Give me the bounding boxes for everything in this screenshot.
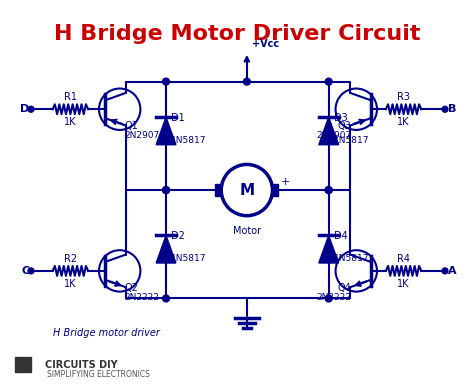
- Text: M: M: [239, 182, 255, 198]
- Text: R1: R1: [64, 92, 77, 102]
- Text: 2N2907: 2N2907: [316, 131, 351, 140]
- Circle shape: [163, 295, 170, 302]
- Circle shape: [325, 187, 332, 193]
- Text: 1N5817: 1N5817: [171, 254, 207, 263]
- Polygon shape: [319, 235, 338, 263]
- Text: 1N5817: 1N5817: [334, 254, 369, 263]
- Circle shape: [163, 187, 170, 193]
- Polygon shape: [319, 117, 338, 145]
- Text: D4: D4: [334, 231, 347, 241]
- Text: 1N5817: 1N5817: [334, 136, 369, 145]
- Text: 2N2222: 2N2222: [317, 293, 351, 301]
- Text: 1K: 1K: [397, 279, 410, 289]
- Text: Q4: Q4: [337, 283, 351, 293]
- Text: Q1: Q1: [125, 121, 138, 131]
- Polygon shape: [15, 357, 31, 372]
- Circle shape: [325, 78, 332, 85]
- Text: +Vcc: +Vcc: [252, 39, 279, 49]
- Circle shape: [325, 187, 332, 193]
- Text: 2N2907: 2N2907: [125, 131, 160, 140]
- Polygon shape: [156, 235, 176, 263]
- Circle shape: [163, 187, 170, 193]
- Text: D: D: [20, 104, 30, 114]
- Circle shape: [28, 106, 34, 112]
- Text: R3: R3: [397, 92, 410, 102]
- Circle shape: [163, 78, 170, 85]
- Text: H Bridge motor driver: H Bridge motor driver: [53, 328, 160, 338]
- Text: CIRCUITS DIY: CIRCUITS DIY: [45, 359, 118, 370]
- Text: +: +: [281, 177, 290, 187]
- Text: 1K: 1K: [64, 117, 77, 127]
- Text: R2: R2: [64, 254, 77, 264]
- Text: B: B: [448, 104, 456, 114]
- Text: 1N5817: 1N5817: [171, 136, 207, 145]
- Text: 1K: 1K: [397, 117, 410, 127]
- Text: Motor: Motor: [233, 226, 261, 236]
- Text: C: C: [21, 266, 29, 276]
- Text: D3: D3: [334, 113, 347, 123]
- Text: Q2: Q2: [125, 283, 138, 293]
- Text: A: A: [447, 266, 456, 276]
- Text: D1: D1: [171, 113, 185, 123]
- Text: 1K: 1K: [64, 279, 77, 289]
- Text: 2N2222: 2N2222: [125, 293, 160, 301]
- Text: H Bridge Motor Driver Circuit: H Bridge Motor Driver Circuit: [54, 25, 420, 44]
- Text: R4: R4: [397, 254, 410, 264]
- Circle shape: [442, 106, 448, 112]
- Text: D2: D2: [171, 231, 185, 241]
- Text: SIMPLIFYING ELECTRONICS: SIMPLIFYING ELECTRONICS: [47, 370, 150, 379]
- Circle shape: [325, 295, 332, 302]
- Polygon shape: [273, 184, 278, 196]
- Circle shape: [244, 78, 250, 85]
- Circle shape: [28, 268, 34, 274]
- Polygon shape: [156, 117, 176, 145]
- Polygon shape: [215, 184, 221, 196]
- Text: Q3: Q3: [337, 121, 351, 131]
- Circle shape: [442, 268, 448, 274]
